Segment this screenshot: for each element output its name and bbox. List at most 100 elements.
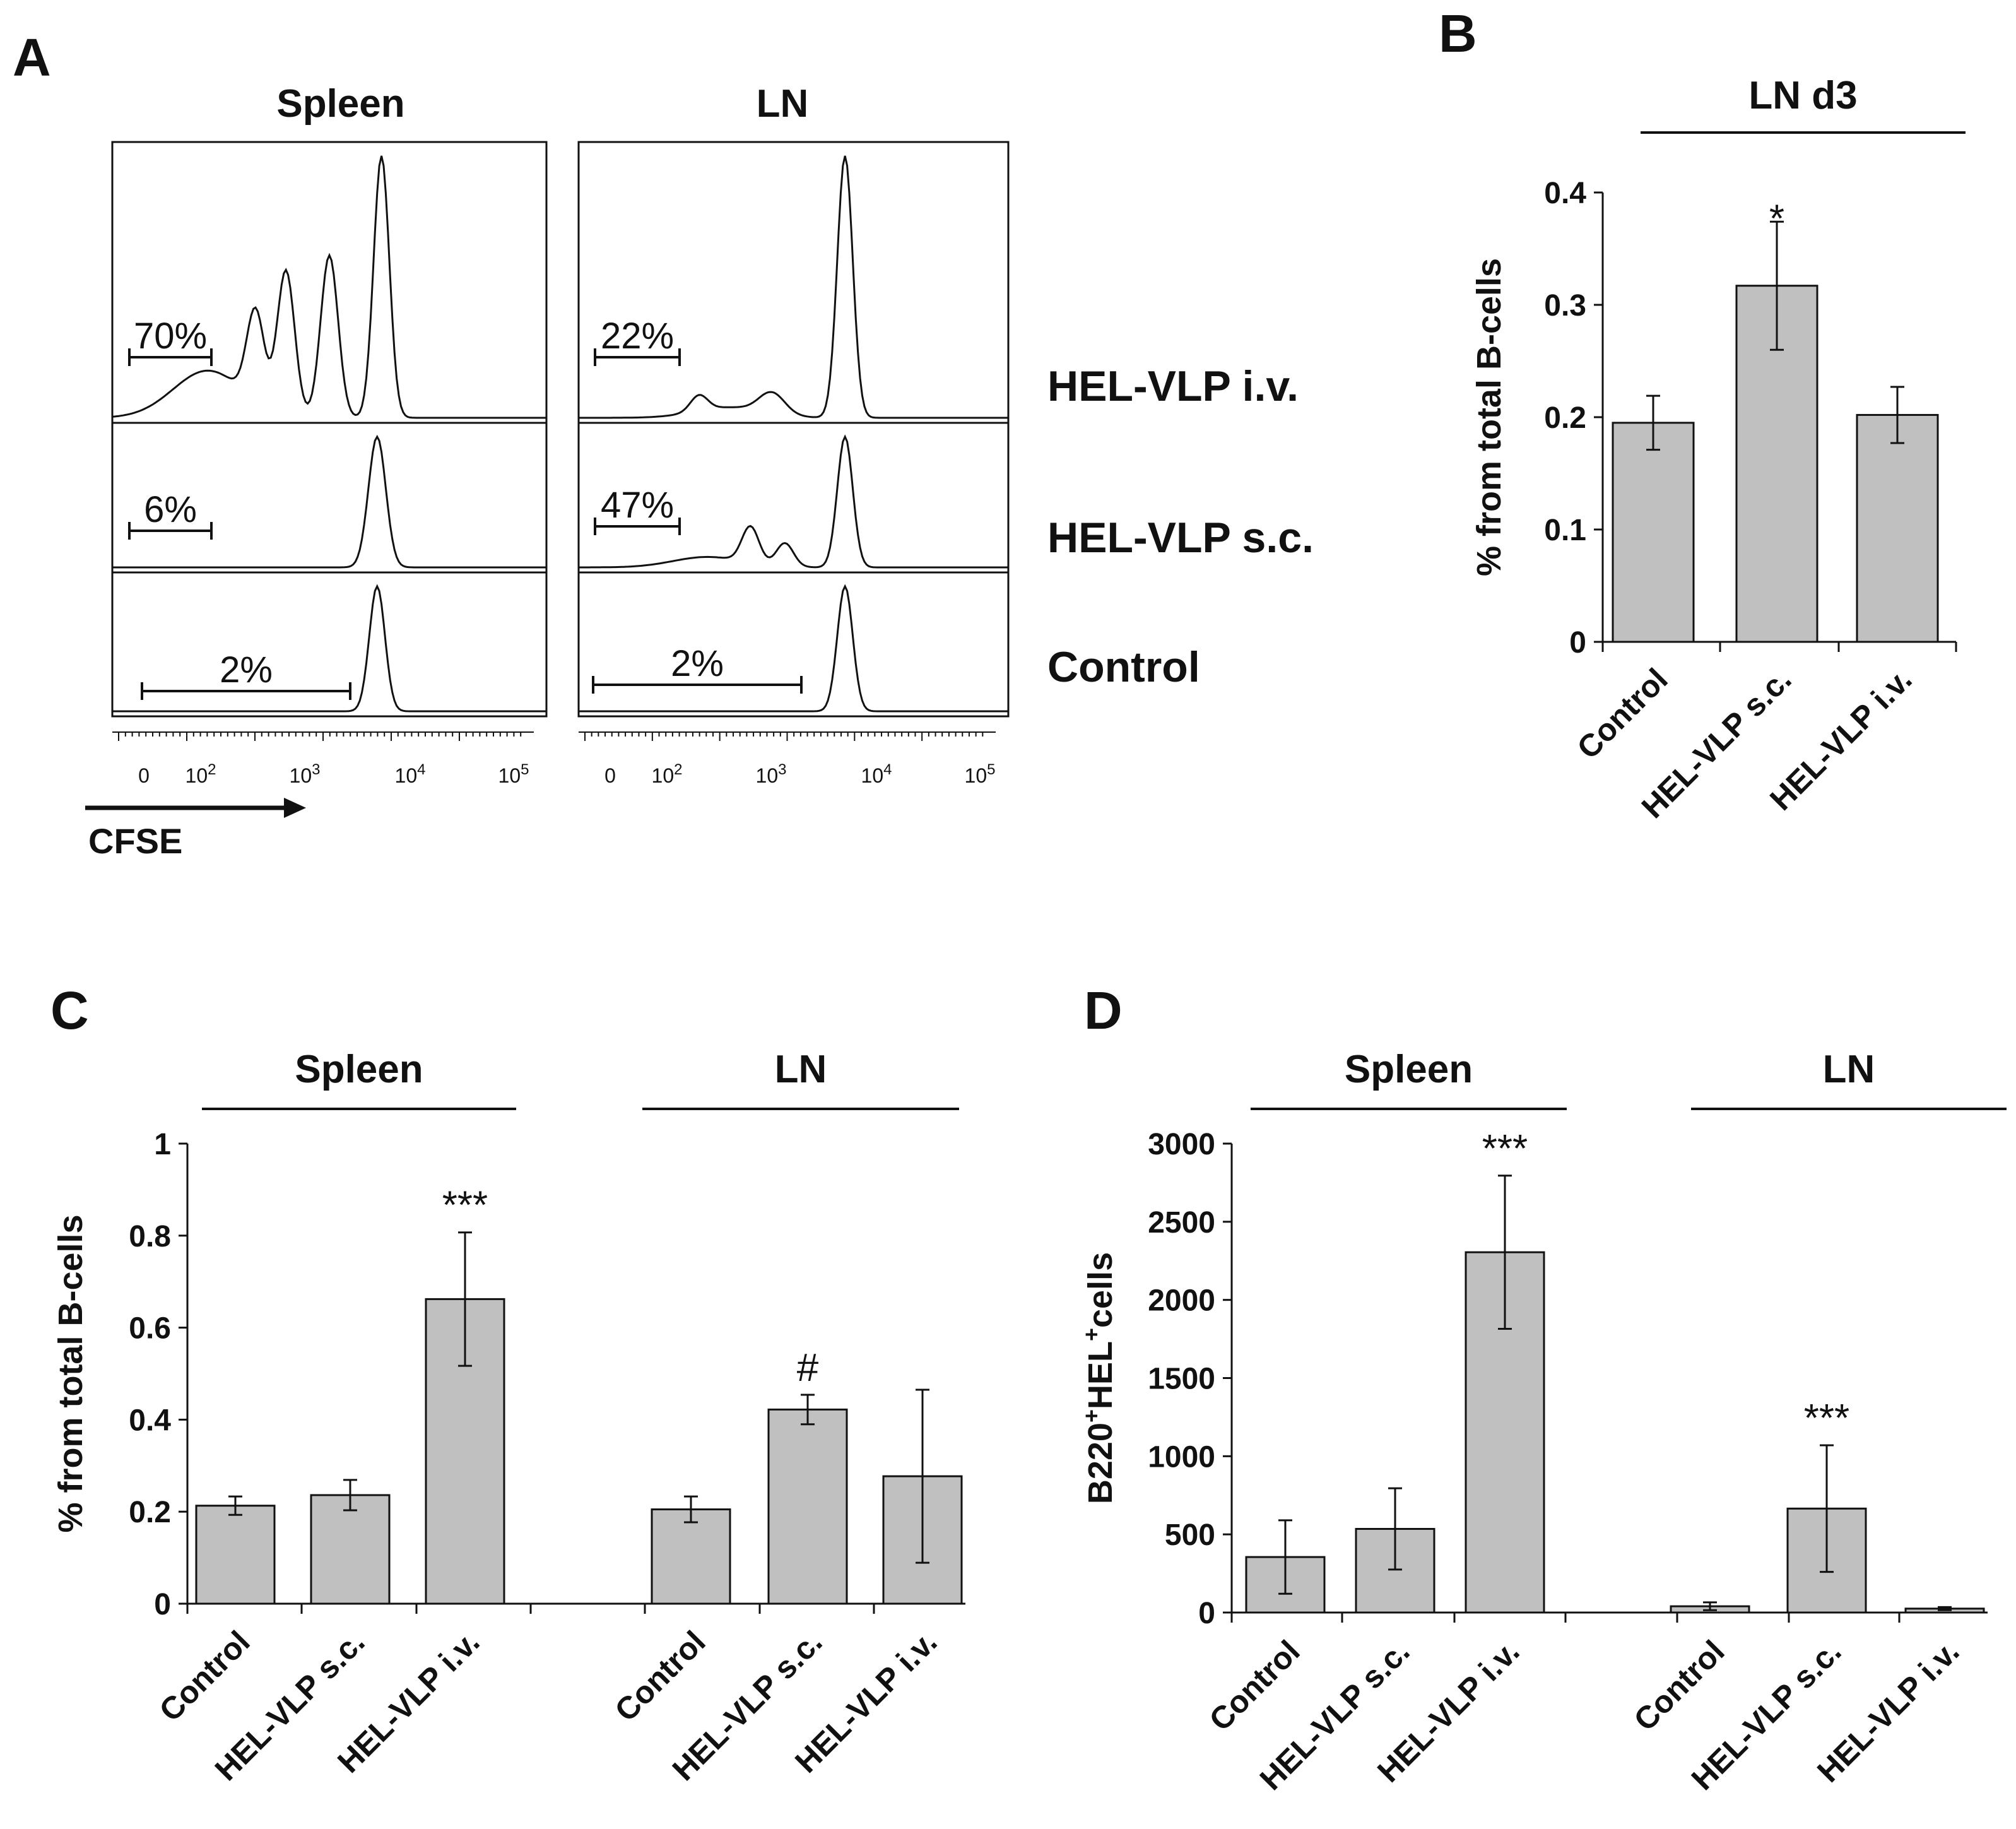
flow-x-tick-label: 104 (395, 761, 426, 788)
bar-control (651, 1508, 731, 1605)
y-tick-label: 0.1 (1544, 514, 1586, 547)
y-axis-label-sup: + (1078, 1328, 1104, 1341)
significance-marker: *** (1482, 1127, 1528, 1171)
panel-b-bar-chart: 0 0.1 0.2 0.3 0.4 % from total B-cells LN d3 Co… (1470, 74, 1966, 825)
significance-marker: # (797, 1346, 819, 1390)
y-tick-label: 0 (1569, 626, 1586, 660)
y-tick-label: 0.3 (1544, 289, 1586, 323)
gate-percent-label: 47% (601, 485, 674, 526)
y-axis-label-part: HEL (1082, 1341, 1119, 1409)
y-tick-label: 0.8 (129, 1220, 171, 1253)
y-tick-label: 0 (154, 1588, 171, 1621)
column-title-ln: LN (757, 82, 809, 126)
y-tick-label: 1 (154, 1128, 171, 1161)
flow-x-tick-label: 103 (756, 761, 787, 788)
flow-x-tick-exponent: 4 (883, 761, 892, 778)
flow-x-tick-exponent: 2 (674, 761, 682, 778)
flow-x-tick-base: 0 (138, 764, 150, 787)
group-title-ln: LN (775, 1048, 827, 1091)
y-tick-label: 3000 (1148, 1128, 1215, 1161)
y-tick-label: 2500 (1148, 1206, 1215, 1240)
flow-x-tick-exponent: 3 (778, 761, 786, 778)
histogram-trace (112, 155, 546, 419)
y-tick-label: 500 (1165, 1518, 1215, 1552)
y-axis-label-part: cells (1082, 1252, 1119, 1328)
x-category-label: Control (608, 1624, 712, 1728)
gate-percent-label: 6% (144, 489, 197, 530)
x-category-label: Control (153, 1624, 257, 1728)
flow-x-tick-label: 104 (861, 761, 892, 788)
flow-x-tick-base: 10 (965, 764, 987, 787)
panel-d-bar-chart: 050010001500200025003000B220+HEL+cellsSp… (1078, 1048, 2007, 1797)
flow-x-tick-exponent: 5 (987, 761, 995, 778)
cfse-axis-label: CFSE (88, 821, 182, 861)
histogram-trace (579, 434, 1008, 569)
flow-x-tick-base: 10 (756, 764, 779, 787)
gate-percent-label: 70% (134, 316, 207, 357)
y-tick-label: 0.4 (129, 1404, 171, 1437)
flow-x-tick-label: 103 (290, 761, 321, 788)
histogram-frame (577, 141, 1010, 718)
y-tick-label: 2000 (1148, 1284, 1215, 1318)
y-tick-label: 1000 (1148, 1440, 1215, 1474)
x-category-label: Control (1627, 1633, 1731, 1737)
panel-letter-d: D (1084, 981, 1123, 1040)
histogram-trace (579, 584, 1008, 713)
flow-x-tick-base: 10 (290, 764, 312, 787)
group-title-ln-d3: LN d3 (1748, 74, 1857, 117)
gate-percent-label: 2% (220, 649, 273, 690)
flow-x-tick-label: 102 (652, 761, 683, 788)
flow-x-tick-exponent: 5 (521, 761, 529, 778)
bar-hel-vlp-s-c (767, 1408, 848, 1605)
y-axis-label-sup: + (1078, 1409, 1104, 1423)
flow-x-tick-label: 0 (604, 764, 616, 787)
flow-x-tick-base: 10 (861, 764, 884, 787)
row-label-hel-vlp-s-c: HEL-VLP s.c. (1047, 514, 1314, 562)
x-category-label: Control (1571, 661, 1675, 766)
histogram-trace (579, 155, 1008, 419)
y-axis-label-part: B220 (1082, 1423, 1119, 1504)
panel-letter-a: A (13, 28, 51, 87)
flow-x-tick-base: 10 (186, 764, 208, 787)
flow-x-tick-base: 10 (652, 764, 675, 787)
cfse-arrow-head (284, 798, 306, 818)
flow-x-tick-label: 105 (498, 761, 529, 788)
group-title-spleen: Spleen (1345, 1048, 1473, 1091)
flow-x-tick-label: 105 (965, 761, 996, 788)
histogram-trace (112, 434, 546, 569)
column-title-spleen: Spleen (276, 82, 404, 126)
significance-marker: *** (1804, 1397, 1849, 1440)
flow-x-tick-label: 102 (186, 761, 216, 788)
flow-x-tick-exponent: 4 (417, 761, 425, 778)
y-axis-label: % from total B-cells (52, 1214, 90, 1532)
significance-marker: * (1769, 197, 1784, 240)
flow-x-tick-base: 10 (498, 764, 521, 787)
y-axis-label: B220+HEL+cells (1078, 1252, 1120, 1504)
y-tick-label: 0 (1198, 1597, 1215, 1630)
gate-percent-label: 22% (601, 316, 674, 357)
y-axis-label: % from total B-cells (1470, 258, 1508, 576)
row-label-control: Control (1047, 643, 1200, 691)
bar-hel-vlp-s-c (310, 1494, 391, 1605)
x-category-label: Control (1203, 1633, 1307, 1737)
gate-percent-label: 2% (671, 643, 724, 684)
flow-x-tick-base: 10 (395, 764, 418, 787)
y-tick-label: 0.6 (129, 1312, 171, 1346)
bar-control (195, 1505, 276, 1605)
histogram-trace (112, 584, 546, 713)
flow-x-tick-exponent: 3 (312, 761, 320, 778)
flow-x-tick-base: 0 (604, 764, 616, 787)
panel-letter-b: B (1439, 4, 1477, 63)
y-tick-label: 0.4 (1544, 177, 1586, 210)
flow-x-tick-exponent: 2 (208, 761, 216, 778)
row-label-hel-vlp-i-v: HEL-VLP i.v. (1047, 362, 1299, 410)
flow-x-tick-label: 0 (138, 764, 150, 787)
bar-control (1612, 422, 1695, 643)
group-title-ln: LN (1823, 1048, 1875, 1091)
histogram-frame (111, 141, 548, 718)
y-tick-label: 1500 (1148, 1363, 1215, 1396)
y-tick-label: 0.2 (1544, 401, 1586, 435)
panel-letter-c: C (50, 981, 89, 1040)
